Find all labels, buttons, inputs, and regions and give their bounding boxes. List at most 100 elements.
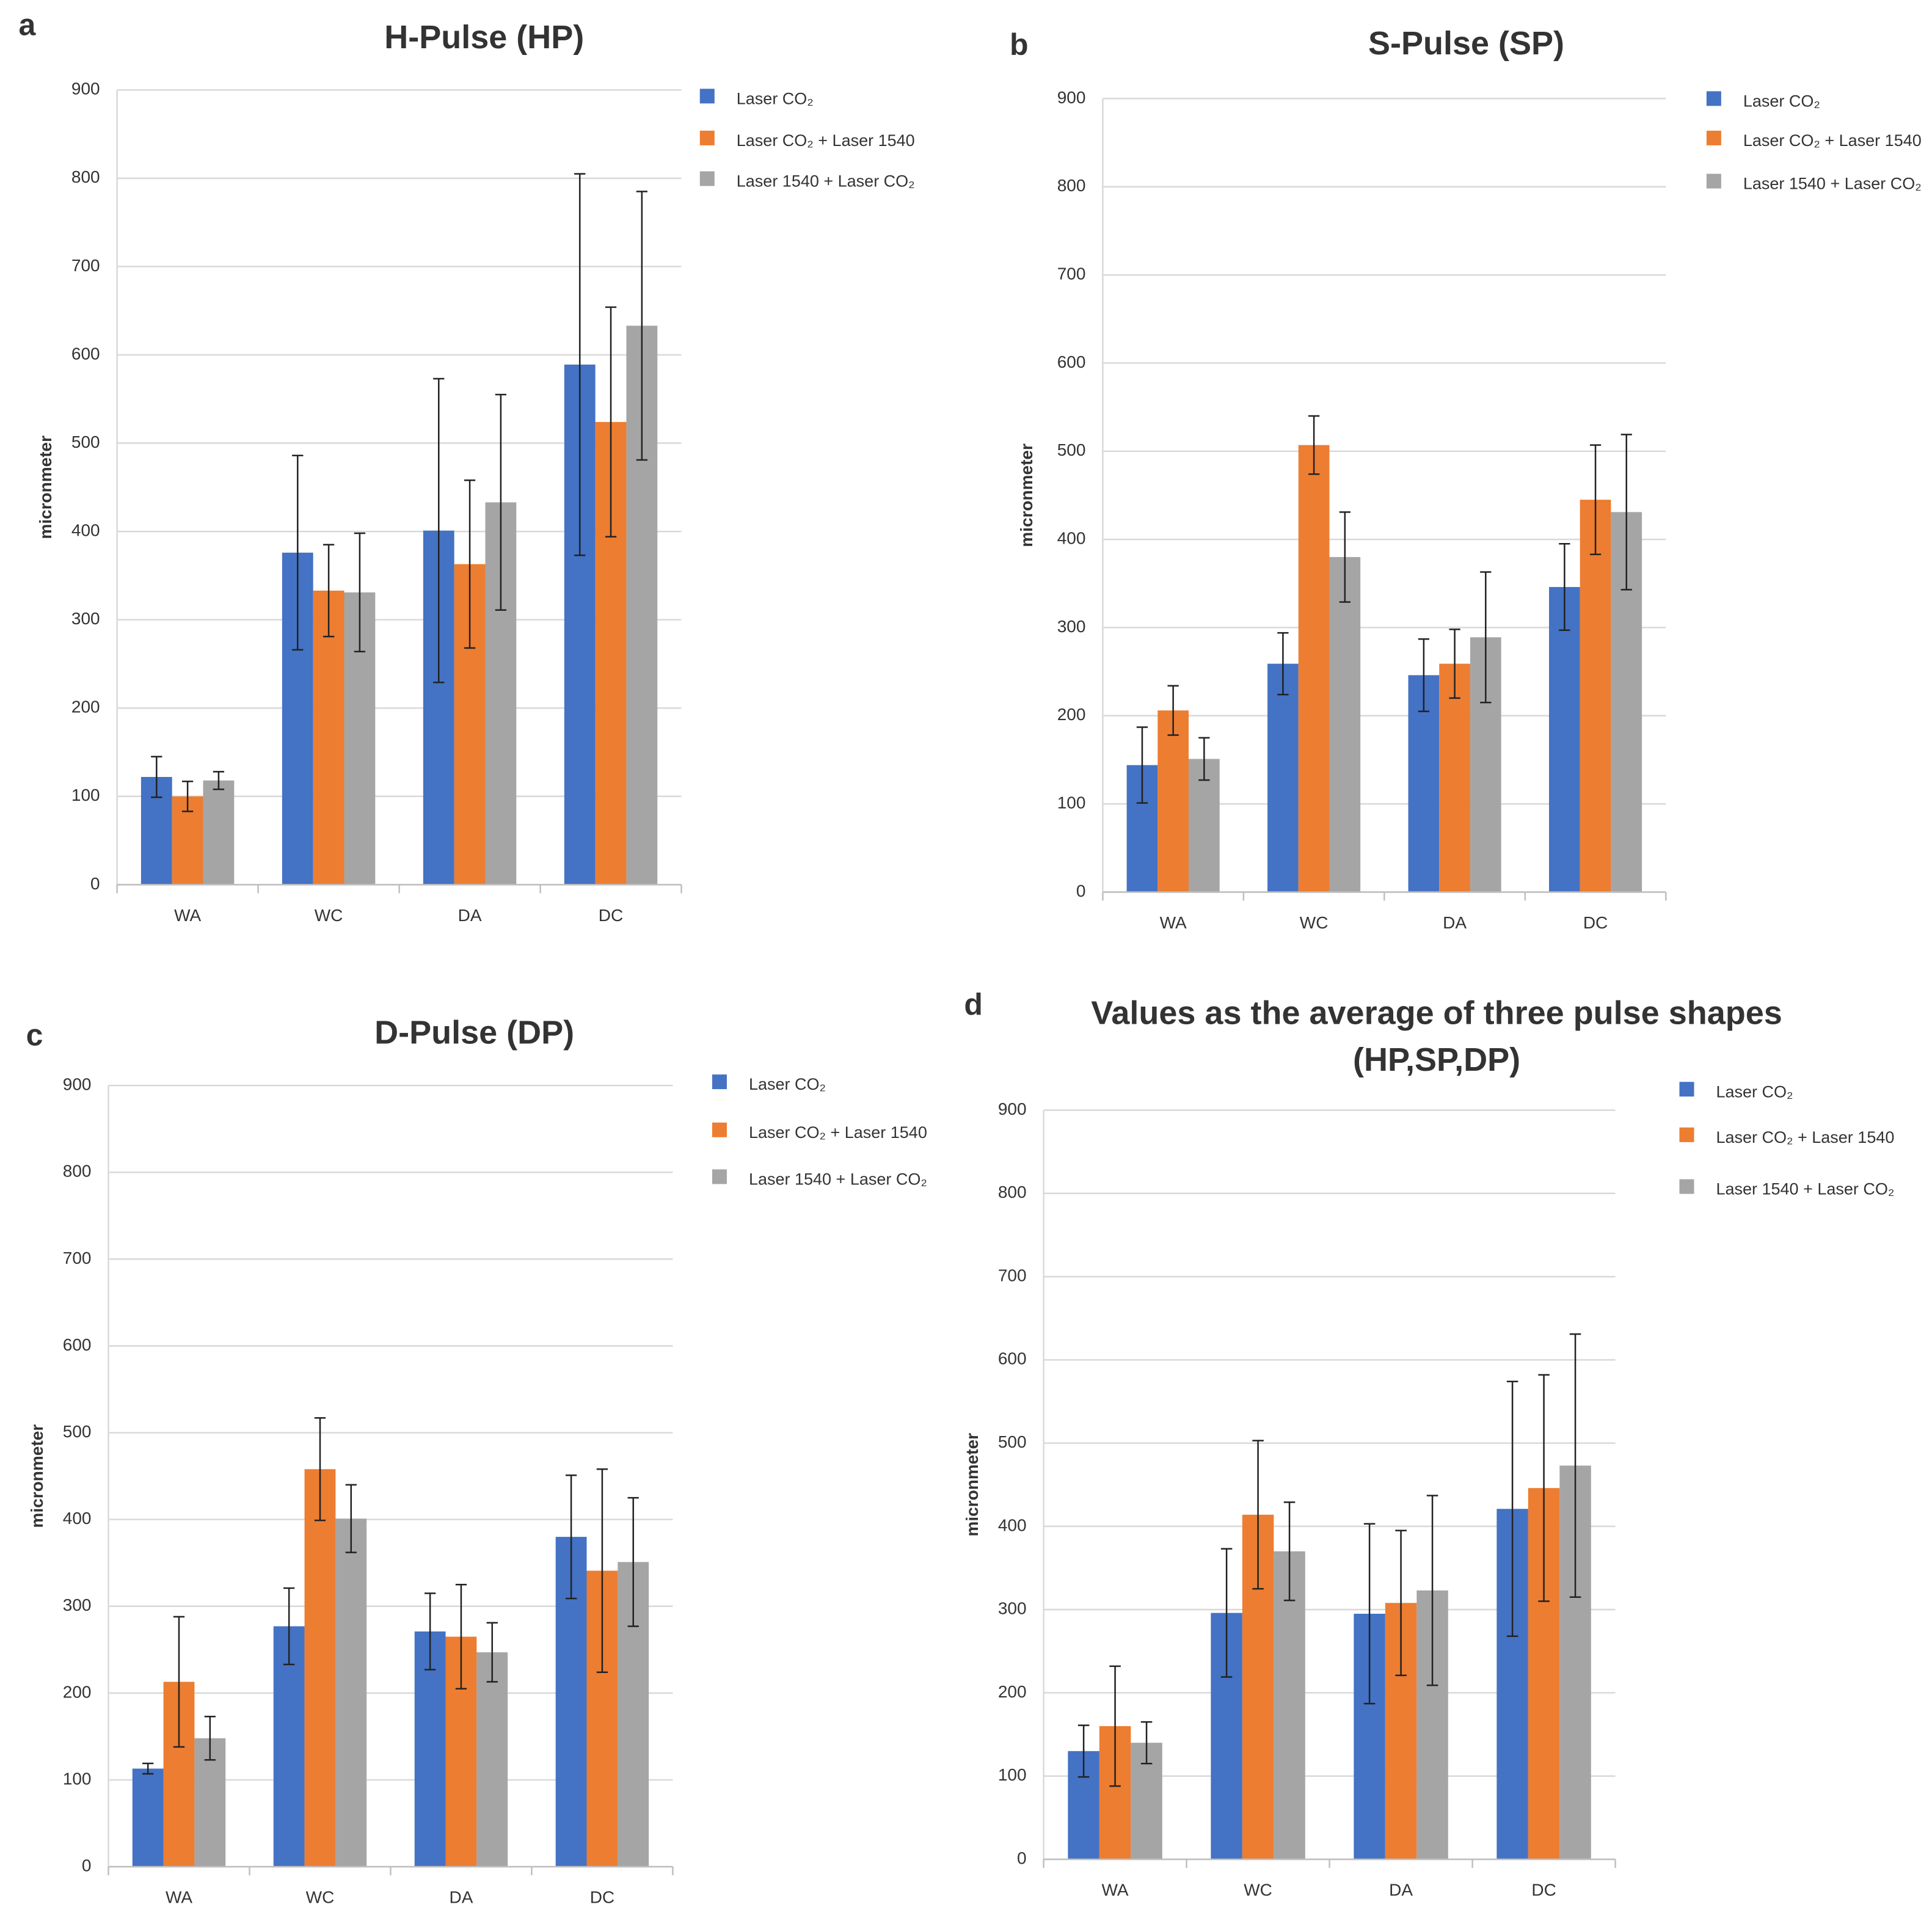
x-tick-label: DC	[1531, 1880, 1556, 1899]
legend-label: Laser CO₂ + Laser 1540	[1743, 131, 1922, 150]
y-tick-label: 700	[63, 1248, 92, 1267]
bar	[1548, 587, 1580, 892]
bar	[1274, 1551, 1305, 1859]
bar	[203, 780, 235, 885]
y-tick-label: 100	[998, 1765, 1027, 1784]
error-bar	[1506, 1380, 1518, 1638]
y-tick-label: 100	[71, 786, 100, 804]
x-tick-label: DA	[458, 906, 482, 925]
error-bar	[636, 191, 647, 461]
legend-swatch	[1706, 91, 1721, 106]
y-axis-label: micronmeter	[1017, 443, 1036, 547]
x-tick-label: DC	[599, 906, 623, 925]
bar	[1439, 663, 1470, 892]
legend-swatch	[1679, 1179, 1694, 1194]
legend-label: Laser CO₂	[737, 89, 814, 108]
error-bar	[627, 1496, 639, 1627]
legend-swatch	[699, 171, 715, 186]
error-bar	[1136, 726, 1148, 804]
chart-title: S-Pulse (SP)	[1368, 25, 1564, 62]
chart-title: (HP,SP,DP)	[1353, 1041, 1520, 1078]
y-tick-label: 900	[1057, 88, 1086, 107]
error-bar	[464, 479, 476, 649]
error-bar	[1277, 632, 1289, 696]
error-bar	[1220, 1548, 1233, 1678]
y-tick-label: 600	[998, 1349, 1027, 1368]
error-bar	[1252, 1440, 1264, 1590]
x-tick-label: WA	[1102, 1880, 1129, 1899]
y-tick-label: 0	[82, 1856, 92, 1875]
error-bar	[455, 1584, 467, 1690]
y-tick-label: 400	[998, 1515, 1027, 1534]
error-bar	[323, 544, 335, 638]
bar	[1157, 710, 1189, 892]
error-bar	[565, 1474, 577, 1600]
error-bar	[1283, 1501, 1296, 1602]
legend-label: Laser 1540 + Laser CO₂	[737, 172, 915, 191]
x-tick-label: WA	[174, 906, 201, 925]
error-bar	[283, 1587, 295, 1666]
error-bar	[1077, 1724, 1090, 1778]
error-bar	[1395, 1529, 1407, 1677]
error-bar	[1109, 1665, 1121, 1787]
bar	[414, 1631, 446, 1867]
legend-label: Laser 1540 + Laser CO₂	[1716, 1180, 1894, 1198]
bar	[304, 1469, 336, 1867]
y-tick-label: 200	[63, 1682, 92, 1701]
y-tick-label: 400	[1057, 528, 1086, 547]
legend-swatch	[1679, 1082, 1694, 1097]
bar	[335, 1518, 367, 1867]
error-bar	[1620, 434, 1632, 591]
error-bar	[596, 1468, 608, 1674]
error-bar	[1538, 1374, 1550, 1602]
legend-swatch	[699, 130, 715, 145]
error-bar	[1449, 629, 1460, 699]
error-bar	[1140, 1721, 1153, 1765]
x-tick-label: DA	[1443, 913, 1467, 932]
legend-swatch	[1679, 1127, 1694, 1142]
legend-label: Laser 1540 + Laser CO₂	[1743, 175, 1922, 193]
error-bar	[142, 1762, 154, 1775]
error-bar	[181, 780, 194, 812]
y-tick-label: 600	[1057, 352, 1086, 371]
x-tick-label: DC	[1583, 913, 1608, 932]
legend-label: Laser CO₂	[1743, 92, 1820, 111]
y-tick-label: 0	[1076, 881, 1086, 900]
legend-swatch	[712, 1074, 727, 1090]
panel-label: b	[1010, 27, 1029, 62]
bar	[1580, 500, 1611, 892]
x-tick-label: WC	[315, 906, 343, 925]
panel-label: c	[26, 1018, 43, 1052]
error-bar	[1559, 543, 1570, 632]
error-bar	[1589, 444, 1602, 555]
y-tick-label: 500	[998, 1432, 1027, 1451]
y-tick-label: 0	[90, 874, 100, 893]
y-tick-label: 900	[998, 1099, 1027, 1118]
y-tick-label: 800	[1057, 176, 1086, 195]
legend-swatch	[712, 1122, 727, 1137]
x-tick-label: WC	[1244, 1880, 1272, 1899]
y-tick-label: 300	[1057, 617, 1086, 636]
legend-swatch	[1706, 173, 1721, 189]
y-tick-label: 0	[1017, 1848, 1027, 1867]
legend-swatch	[712, 1169, 727, 1184]
bar	[1329, 556, 1361, 892]
legend-label: Laser CO₂ + Laser 1540	[1716, 1128, 1894, 1146]
y-tick-label: 600	[63, 1335, 92, 1354]
y-tick-label: 100	[63, 1769, 92, 1788]
legend-label: Laser CO₂ + Laser 1540	[737, 131, 915, 150]
y-tick-label: 200	[71, 698, 100, 716]
chart-title: D-Pulse (DP)	[374, 1015, 574, 1051]
x-tick-label: WA	[166, 1887, 192, 1906]
error-bar	[151, 756, 162, 798]
error-bar	[1339, 511, 1351, 603]
error-bar	[354, 532, 366, 652]
legend-label: Laser CO₂	[1716, 1082, 1793, 1101]
y-tick-label: 100	[1057, 793, 1086, 812]
bar	[1298, 445, 1330, 892]
y-tick-label: 900	[63, 1075, 92, 1094]
error-bar	[486, 1622, 498, 1683]
error-bar	[213, 771, 225, 790]
panel-label: d	[964, 987, 983, 1021]
y-tick-label: 700	[998, 1266, 1027, 1285]
